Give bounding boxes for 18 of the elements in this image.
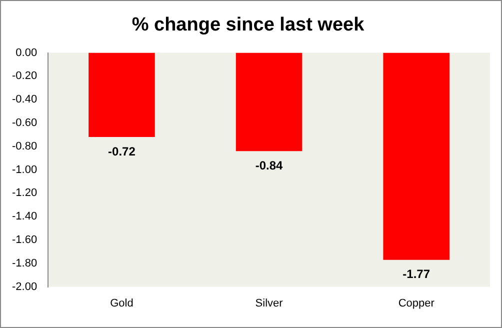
chart-title: % change since last week — [132, 14, 365, 36]
x-tick-label: Gold — [110, 297, 134, 310]
data-label: -0.72 — [108, 144, 136, 158]
y-tick-label: -2.00 — [12, 280, 38, 293]
data-label: -0.84 — [255, 158, 284, 172]
y-tick-label: -1.40 — [12, 210, 38, 223]
y-tick-label: -1.00 — [12, 164, 38, 176]
y-tick-label: -1.20 — [12, 187, 38, 200]
y-tick-label: -0.80 — [12, 140, 38, 152]
x-tick-label: Silver — [255, 297, 284, 310]
y-tick-label: -0.60 — [12, 117, 38, 130]
data-label: -1.77 — [402, 267, 430, 282]
y-tick-label: -1.80 — [12, 257, 38, 270]
y-tick-label: -0.20 — [12, 70, 38, 82]
x-tick-label: Copper — [398, 297, 435, 310]
y-tick-label: -1.60 — [12, 234, 38, 246]
y-tick-label: 0.00 — [16, 46, 38, 59]
y-tick-label: -0.40 — [12, 94, 38, 106]
